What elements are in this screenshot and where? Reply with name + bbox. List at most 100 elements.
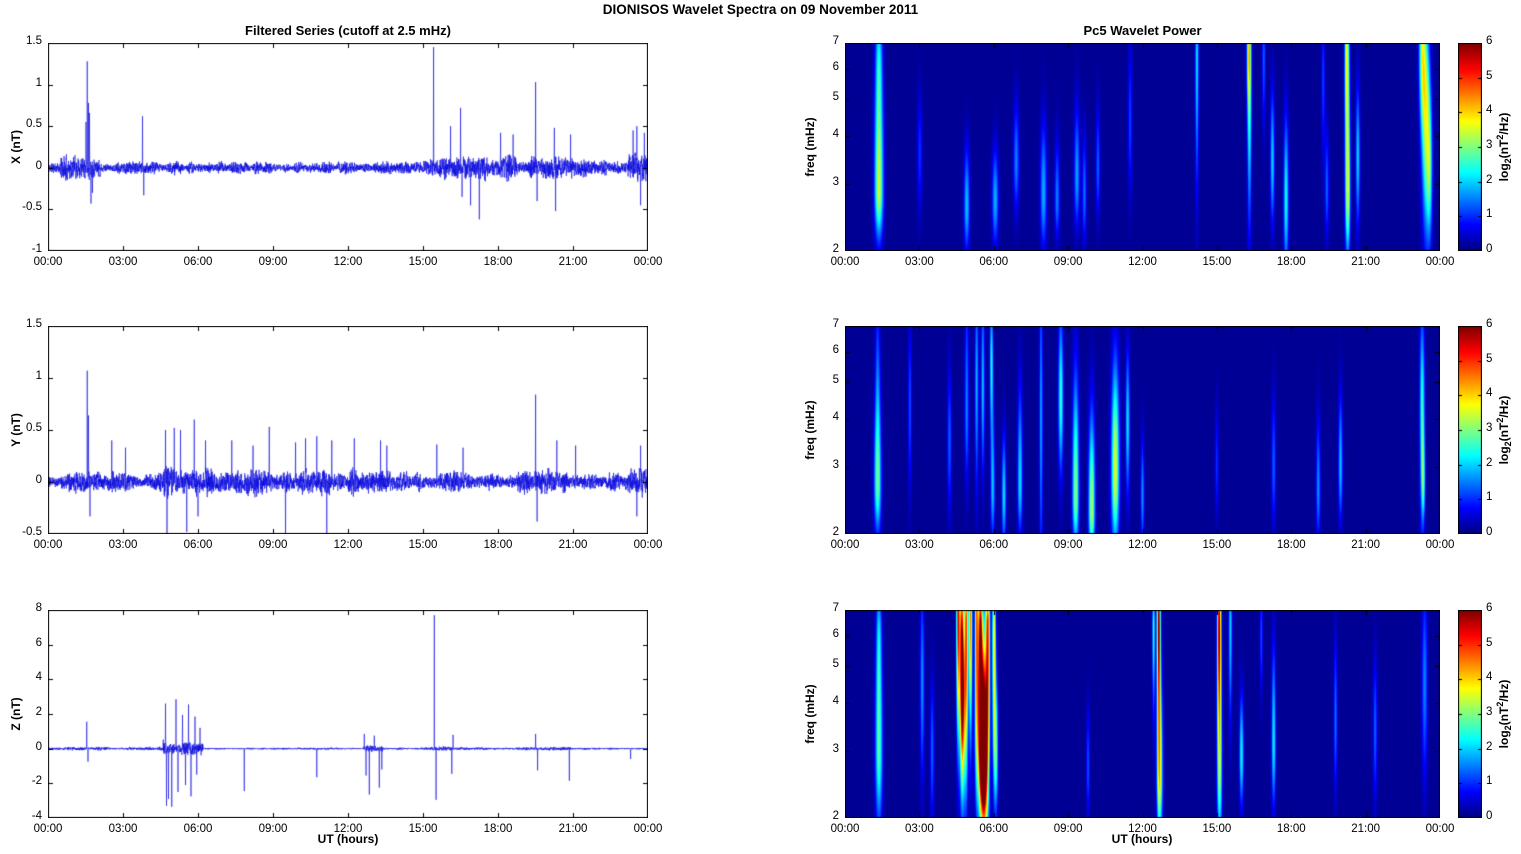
colorbar-label-mid: (nT: [1496, 139, 1511, 159]
y-tick-label: 1.5: [26, 35, 42, 47]
y-tick-label: 6: [35, 636, 42, 649]
x-tick-label: 00:00: [633, 539, 663, 551]
freq-tick-label: 2: [832, 243, 839, 255]
x-wavelet-heatmap: [845, 43, 1440, 251]
x-tick-label: 18:00: [483, 823, 513, 835]
x-tick-label: 18:00: [1276, 823, 1306, 835]
freq-tick-label: 2: [832, 526, 839, 538]
x-tick-label: 00:00: [830, 823, 860, 835]
z-wavelet-heatmap: [845, 610, 1440, 818]
x-tick-label: 18:00: [1276, 256, 1306, 268]
x-tick-label: 12:00: [1128, 823, 1157, 835]
x-tick-label: 12:00: [1128, 539, 1157, 551]
x-tick-label: 03:00: [108, 823, 138, 835]
freq-tick-label: 6: [832, 343, 839, 356]
y-series-plot: [48, 326, 648, 534]
x-tick-label: 00:00: [830, 539, 860, 551]
colorbar-tick-label: 5: [1486, 69, 1493, 82]
y-tick-label: 1.5: [26, 318, 42, 330]
x-tick-label: 09:00: [258, 539, 288, 551]
y-tick-label: 1: [35, 76, 42, 89]
y-tick-label: 0: [35, 159, 42, 172]
x-tick-label: 00:00: [33, 256, 63, 268]
colorbar-label-prefix: log: [1496, 446, 1511, 465]
y-tick-label: 0: [35, 740, 42, 753]
x-tick-label: 06:00: [979, 539, 1009, 551]
x-tick-label: 12:00: [333, 823, 363, 835]
y-tick-label: 2: [35, 706, 42, 718]
x-tick-label: 00:00: [33, 823, 63, 835]
x-tick-label: 00:00: [1425, 823, 1455, 835]
colorbar-label-sup: 2: [1494, 417, 1505, 423]
y-tick-label: 8: [35, 602, 42, 614]
colorbar-x: [1458, 43, 1482, 251]
freq-tick-label: 3: [832, 175, 839, 188]
x-tick-label: 09:00: [258, 256, 288, 268]
freq-tick-label: 6: [832, 627, 839, 640]
x-tick-label: 09:00: [1053, 256, 1083, 268]
y-tick-label: -2: [31, 775, 42, 788]
colorbar-label-prefix: log: [1496, 730, 1511, 749]
y-tick-label: 0.5: [26, 118, 42, 131]
x-tick-label: 15:00: [1202, 256, 1232, 268]
colorbar-tick-label: 1: [1486, 491, 1493, 504]
freq-tick-label: 3: [832, 742, 839, 755]
colorbar-tick-label: 2: [1486, 740, 1493, 753]
y-tick-label: 0.5: [26, 422, 42, 434]
freq-tick-label: 4: [832, 694, 839, 707]
x-tick-label: 21:00: [558, 256, 588, 268]
x-tick-label: 06:00: [979, 823, 1009, 835]
z-wavelet-ylabel: freq (mHz): [803, 684, 817, 744]
x-tick-label: 00:00: [1425, 256, 1455, 268]
freq-tick-label: 7: [832, 35, 839, 47]
colorbar-tick-label: 1: [1486, 208, 1493, 221]
colorbar-tick-label: 5: [1486, 636, 1493, 649]
x-tick-label: 00:00: [830, 256, 860, 268]
y-tick-label: 1: [35, 370, 42, 382]
colorbar-tick-label: 3: [1486, 139, 1493, 151]
freq-tick-label: 7: [832, 318, 839, 330]
x-tick-label: 15:00: [408, 256, 438, 268]
x-tick-label: 21:00: [1351, 823, 1381, 835]
x-tick-label: 21:00: [558, 539, 588, 551]
colorbar-tick-label: 3: [1486, 422, 1493, 434]
x-tick-label: 15:00: [408, 823, 438, 835]
y-wavelet-heatmap: [845, 326, 1440, 534]
freq-tick-label: 5: [832, 657, 839, 670]
x-tick-label: 03:00: [108, 256, 138, 268]
y-wavelet-ylabel: freq (mHz): [803, 400, 817, 460]
colorbar-tick-label: 3: [1486, 706, 1493, 718]
colorbar-tick-label: 0: [1486, 810, 1493, 822]
colorbar-tick-label: 5: [1486, 352, 1493, 365]
freq-tick-label: 5: [832, 90, 839, 103]
y-tick-label: -4: [31, 810, 42, 822]
x-tick-label: 03:00: [904, 539, 934, 551]
x-wavelet-ylabel: freq (mHz): [803, 117, 817, 177]
colorbar-label-sub: 2: [1503, 725, 1514, 731]
x-series-plot: [48, 43, 648, 251]
colorbar-label-sup: 2: [1494, 134, 1505, 140]
y-tick-label: 4: [35, 671, 42, 684]
x-tick-label: 21:00: [558, 823, 588, 835]
x-tick-label: 15:00: [1202, 539, 1232, 551]
x-tick-label: 12:00: [333, 539, 363, 551]
colorbar-z: [1458, 610, 1482, 818]
x-tick-label: 09:00: [258, 823, 288, 835]
x-tick-label: 18:00: [483, 539, 513, 551]
colorbar-tick-label: 2: [1486, 173, 1493, 186]
colorbar-x-label: log2(nT2/Hz): [1495, 113, 1513, 182]
colorbar-tick-label: 4: [1486, 104, 1493, 117]
x-tick-label: 00:00: [1425, 539, 1455, 551]
colorbar-y-label: log2(nT2/Hz): [1495, 396, 1513, 465]
x-tick-label: 03:00: [904, 256, 934, 268]
y-tick-label: 0: [35, 474, 42, 486]
x-tick-label: 03:00: [904, 823, 934, 835]
figure-title: DIONISOS Wavelet Spectra on 09 November …: [602, 2, 919, 17]
colorbar-label-sub: 2: [1503, 441, 1514, 447]
right-column-title: Pc5 Wavelet Power: [1083, 23, 1202, 38]
colorbar-tick-label: 6: [1486, 602, 1493, 614]
freq-tick-label: 4: [832, 127, 839, 140]
x-tick-label: 21:00: [1351, 539, 1381, 551]
colorbar-tick-label: 6: [1486, 318, 1493, 330]
